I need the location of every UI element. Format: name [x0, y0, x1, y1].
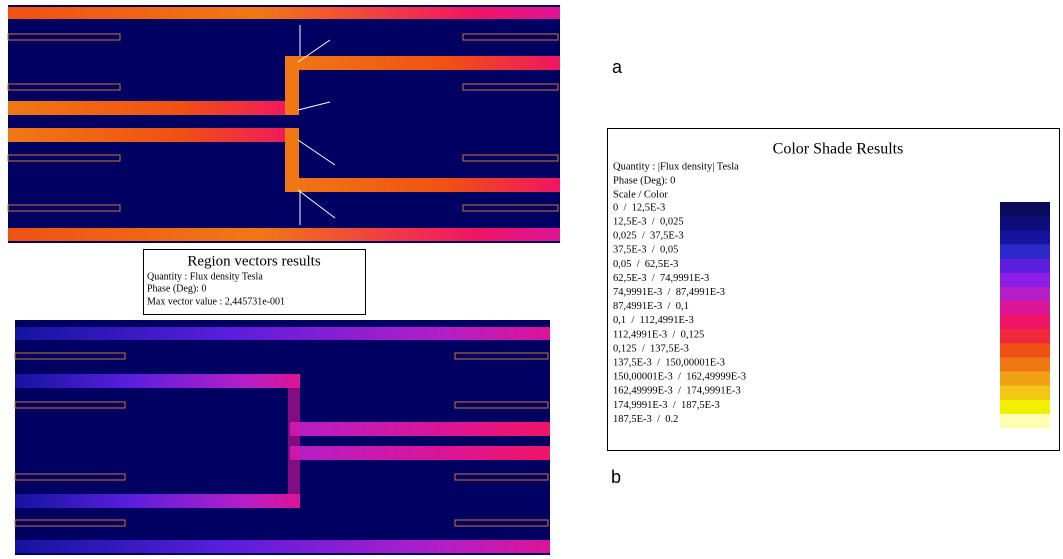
- simulation-b: [14, 320, 550, 555]
- scale-range: 187,5E-3 / 0.2: [613, 414, 678, 425]
- scale-range: 150,00001E-3 / 162,49999E-3: [613, 372, 746, 383]
- color-swatch: [1000, 230, 1050, 245]
- scale-range: 74,9991E-3 / 87,4991E-3: [613, 287, 725, 298]
- scale-range: 174,9991E-3 / 187,5E-3: [613, 400, 720, 411]
- simulation-a: [7, 5, 560, 243]
- color-swatch: [1000, 258, 1050, 274]
- scale-range: 12,5E-3 / 0,025: [613, 217, 684, 228]
- max-vector: Max vector value : 2,445731e-001: [147, 296, 285, 307]
- panel-label: b: [611, 467, 621, 487]
- color-swatch: [1000, 329, 1050, 344]
- color-swatch: [1000, 357, 1050, 372]
- scale-range: 0,1 / 112,4991E-3: [613, 315, 694, 326]
- scale-range: 0,05 / 62,5E-3: [613, 259, 678, 270]
- phase: Phase (Deg): 0: [613, 175, 675, 186]
- color-swatch: [1000, 399, 1050, 415]
- scale-range: 112,4991E-3 / 0,125: [613, 329, 704, 340]
- quantity: Quantity : Flux density Tesla: [147, 271, 263, 282]
- color-swatch: [1000, 343, 1050, 358]
- color-swatch: [1000, 216, 1050, 231]
- color-swatch: [1000, 244, 1050, 259]
- scale-header: Scale / Color: [613, 189, 668, 200]
- color-swatch: [1000, 413, 1050, 429]
- color-swatch: [1000, 315, 1050, 330]
- scale-range: 0,125 / 137,5E-3: [613, 343, 689, 354]
- scale-range: 137,5E-3 / 150,00001E-3: [613, 358, 725, 369]
- scale-range: 0 / 12,5E-3: [613, 202, 665, 213]
- color-swatch: [1000, 286, 1050, 302]
- color-swatch: [1000, 202, 1050, 217]
- title: Color Shade Results: [773, 141, 904, 158]
- panel-label: a: [612, 57, 623, 77]
- scale-range: 0,025 / 37,5E-3: [613, 231, 684, 242]
- scale-range: 87,4991E-3 / 0,1: [613, 301, 689, 312]
- color-swatch: [1000, 272, 1050, 288]
- scale-range: 37,5E-3 / 0,05: [613, 245, 678, 256]
- phase: Phase (Deg): 0: [147, 283, 206, 294]
- scale-range: 62,5E-3 / 74,9991E-3: [613, 273, 709, 284]
- color-swatch: [1000, 385, 1050, 401]
- color-shade-box: Color Shade Results Quantity : |Flux den…: [607, 128, 1060, 451]
- scale-range: 162,49999E-3 / 174,9991E-3: [613, 386, 741, 397]
- color-swatch: [1000, 371, 1050, 387]
- region-vectors-box: Region vectors results Quantity : Flux d…: [143, 249, 366, 315]
- color-swatch: [1000, 300, 1050, 316]
- title: Region vectors results: [187, 253, 320, 269]
- quantity: Quantity : |Flux density| Tesla: [613, 161, 739, 172]
